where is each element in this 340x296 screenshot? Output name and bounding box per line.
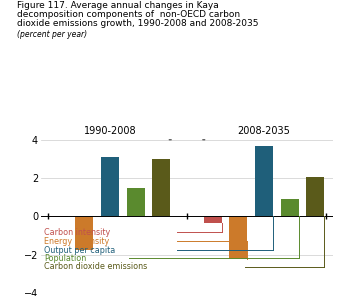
Bar bbox=[101, 157, 119, 216]
Bar bbox=[306, 177, 324, 216]
Text: Carbon dioxide emissions: Carbon dioxide emissions bbox=[44, 263, 148, 271]
Text: Output per capita: Output per capita bbox=[44, 246, 116, 255]
Text: 2008-2035: 2008-2035 bbox=[238, 126, 290, 136]
Text: 1990-2008: 1990-2008 bbox=[84, 126, 136, 136]
Text: dioxide emissions growth, 1990-2008 and 2008-2035: dioxide emissions growth, 1990-2008 and … bbox=[17, 19, 258, 28]
Text: Carbon intensity: Carbon intensity bbox=[44, 228, 110, 237]
Bar bbox=[152, 159, 170, 216]
Bar bbox=[75, 216, 94, 250]
Bar bbox=[50, 216, 68, 217]
Text: (percent per year): (percent per year) bbox=[17, 30, 87, 38]
Text: Figure 117. Average annual changes in Kaya: Figure 117. Average annual changes in Ka… bbox=[17, 1, 219, 10]
Bar bbox=[280, 199, 299, 216]
Bar bbox=[204, 216, 222, 223]
Text: decomposition components of  non-OECD carbon: decomposition components of non-OECD car… bbox=[17, 10, 240, 19]
Bar bbox=[255, 146, 273, 216]
Text: Population: Population bbox=[44, 254, 86, 263]
Text: Energy intensity: Energy intensity bbox=[44, 237, 109, 246]
Bar bbox=[127, 188, 145, 216]
Bar bbox=[229, 216, 247, 259]
